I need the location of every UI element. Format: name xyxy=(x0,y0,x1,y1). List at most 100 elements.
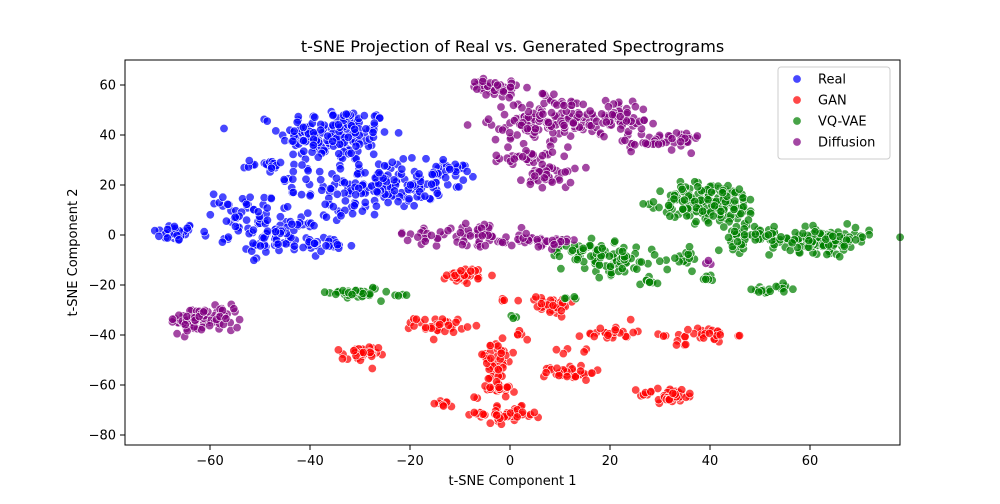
data-point xyxy=(679,195,689,205)
data-point xyxy=(493,365,503,375)
data-point xyxy=(578,243,588,253)
data-point xyxy=(671,340,681,350)
x-axis-ticks: −60 −40 −20 0 20 40 60 xyxy=(196,445,818,469)
data-point xyxy=(455,228,465,238)
data-point xyxy=(615,112,625,122)
data-point xyxy=(684,242,694,252)
data-point xyxy=(578,99,588,109)
data-point xyxy=(739,230,749,240)
data-point xyxy=(502,382,512,392)
data-point xyxy=(420,315,430,325)
data-point xyxy=(218,192,228,202)
data-point xyxy=(263,226,273,236)
data-point xyxy=(565,178,575,188)
data-point xyxy=(427,170,437,180)
data-point xyxy=(492,410,502,420)
data-point xyxy=(442,270,452,280)
data-point xyxy=(231,222,241,232)
data-point xyxy=(683,249,693,259)
data-point xyxy=(538,109,548,119)
data-point xyxy=(522,83,532,93)
data-point xyxy=(703,256,713,266)
data-point xyxy=(315,167,325,177)
data-point xyxy=(478,409,488,419)
data-point xyxy=(496,102,506,112)
data-point xyxy=(485,418,495,428)
data-point xyxy=(273,239,283,249)
data-point xyxy=(842,219,852,229)
data-point xyxy=(336,211,346,221)
data-point xyxy=(693,182,703,192)
data-point xyxy=(463,120,473,130)
data-point xyxy=(499,295,509,305)
data-point xyxy=(383,198,393,208)
data-point xyxy=(279,175,289,185)
data-point xyxy=(662,264,672,274)
data-point xyxy=(559,151,569,161)
data-point xyxy=(266,194,276,204)
data-point xyxy=(648,197,658,207)
data-point xyxy=(331,289,341,299)
data-point xyxy=(359,111,369,121)
data-point xyxy=(472,84,482,94)
data-point xyxy=(509,154,519,164)
data-point xyxy=(496,348,506,358)
data-point xyxy=(655,186,665,196)
data-point xyxy=(715,330,725,340)
data-point xyxy=(481,90,491,100)
data-point xyxy=(331,173,341,183)
data-point xyxy=(537,89,547,99)
data-point xyxy=(640,138,650,148)
data-point xyxy=(376,296,386,306)
data-point xyxy=(567,245,577,255)
data-point xyxy=(414,169,424,179)
y-tick-label: 60 xyxy=(99,79,116,94)
data-point xyxy=(369,149,379,159)
data-point xyxy=(473,274,483,284)
data-point xyxy=(665,211,675,221)
data-point xyxy=(320,199,330,209)
data-point xyxy=(686,148,696,158)
data-point xyxy=(332,189,342,199)
data-point xyxy=(485,382,495,392)
data-point xyxy=(347,289,357,299)
data-point xyxy=(764,250,774,260)
y-tick-label: −20 xyxy=(89,279,116,294)
data-point xyxy=(288,167,298,177)
data-point xyxy=(349,201,359,211)
data-point xyxy=(266,163,276,173)
data-point xyxy=(255,241,265,251)
data-point xyxy=(563,142,573,152)
data-point xyxy=(357,206,367,216)
data-point xyxy=(691,217,701,227)
series-real xyxy=(150,107,478,265)
data-point xyxy=(368,127,378,137)
data-point xyxy=(351,141,361,151)
data-point xyxy=(310,112,320,122)
data-point xyxy=(703,218,713,228)
data-point xyxy=(508,100,518,110)
data-point xyxy=(223,199,233,209)
data-point xyxy=(154,231,164,241)
data-point xyxy=(708,211,718,221)
data-point xyxy=(543,118,553,128)
data-point xyxy=(559,101,569,111)
data-point xyxy=(562,371,572,381)
data-point xyxy=(477,349,487,359)
data-point xyxy=(491,150,501,160)
data-point xyxy=(235,315,245,325)
data-point xyxy=(373,343,383,353)
data-point xyxy=(205,210,215,220)
data-point xyxy=(717,188,727,198)
data-point xyxy=(547,108,557,118)
data-point xyxy=(653,139,663,149)
chart-title: t-SNE Projection of Real vs. Generated S… xyxy=(301,37,724,56)
data-point xyxy=(471,321,481,331)
data-point xyxy=(681,339,691,349)
data-point xyxy=(328,110,338,120)
data-point xyxy=(303,166,313,176)
data-point xyxy=(771,281,781,291)
data-point xyxy=(346,241,356,251)
data-point xyxy=(617,264,627,274)
